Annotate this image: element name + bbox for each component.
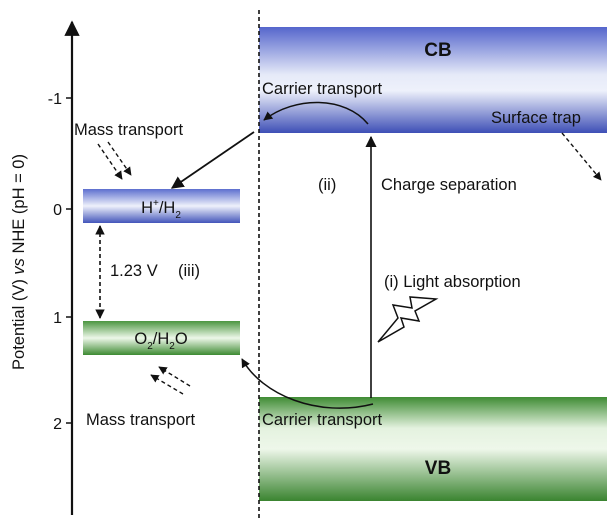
mass-transport-top-arrow-a	[97, 143, 123, 180]
axis-title: Potential (V) vs NHE (pH = 0)	[10, 154, 28, 370]
lightning-icon	[377, 296, 439, 343]
voltage-gap-label: 1.23 V	[110, 262, 158, 280]
mass-transport-top-arrow-b	[107, 141, 132, 176]
charge-separation-label: Charge separation	[381, 176, 517, 194]
h-plus-h2-label: H+/H2	[141, 198, 181, 221]
valence-band	[259, 397, 607, 501]
mass-transport-bottom-arrow-a	[150, 374, 184, 395]
carrier-transport-top-label: Carrier transport	[262, 80, 383, 98]
o2-h2o-label: O2/H2O	[134, 330, 187, 352]
cb-label: CB	[424, 40, 451, 61]
mass-transport-bottom-label: Mass transport	[86, 411, 196, 429]
surface-trap-arrow	[561, 132, 602, 181]
o2-h2o-level	[83, 321, 240, 355]
step-iii-label: (iii)	[178, 262, 200, 280]
h-plus-h2-level	[83, 189, 240, 223]
tick-label-1: 1	[53, 310, 62, 327]
carrier-transport-bottom-arrow	[241, 358, 374, 409]
mass-transport-bottom-arrow-b	[158, 366, 191, 387]
carrier-transport-bottom-label: Carrier transport	[262, 411, 383, 429]
tick-label-0: 0	[53, 202, 62, 219]
tick-label-neg1: -1	[48, 91, 62, 108]
light-absorption-label: (i) Light absorption	[384, 273, 521, 291]
surface-trap-label: Surface trap	[491, 109, 581, 127]
carrier-transport-top-arrow	[263, 101, 369, 125]
mass-transport-top-label: Mass transport	[74, 121, 184, 139]
tick-label-2: 2	[53, 416, 62, 433]
vb-label: VB	[425, 458, 451, 479]
conduction-band	[259, 27, 607, 133]
step-ii-label: (ii)	[318, 176, 336, 194]
electron-transfer-arrow	[170, 131, 255, 189]
